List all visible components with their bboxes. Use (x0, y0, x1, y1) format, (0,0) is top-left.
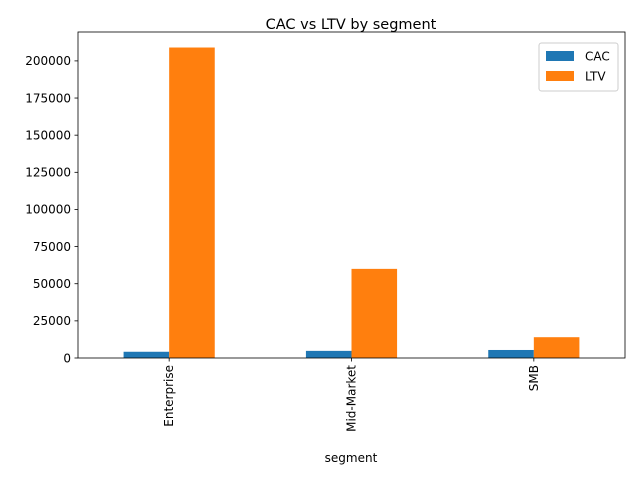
bars (123, 47, 580, 359)
legend-label-ltv: LTV (585, 70, 606, 84)
legend-swatch-ltv (546, 71, 574, 81)
x-tick-label: SMB (527, 365, 541, 391)
bar-ltv-enterprise (169, 47, 215, 359)
bar-cac-mid-market (305, 350, 352, 358)
chart-title: CAC vs LTV by segment (266, 17, 437, 33)
y-tick-label: 175000 (25, 91, 71, 105)
bar-ltv-smb (533, 337, 580, 358)
legend-label-cac: CAC (585, 50, 610, 64)
x-tick-label: Enterprise (162, 365, 176, 427)
y-tick-label: 75000 (33, 240, 71, 254)
y-tick-label: 100000 (25, 203, 71, 217)
bar-cac-enterprise (123, 351, 170, 358)
y-tick-label: 200000 (25, 54, 71, 68)
y-axis: 0 25000 50000 75000 100000 125000 150000 175000… (25, 54, 78, 365)
x-axis: Enterprise Mid-Market SMB (162, 358, 541, 432)
y-tick-label: 0 (63, 351, 71, 365)
legend-swatch-cac (546, 51, 574, 61)
y-tick-label: 25000 (33, 314, 71, 328)
bar-ltv-mid-market (351, 268, 398, 358)
y-tick-label: 150000 (25, 128, 71, 142)
legend: CAC LTV (538, 42, 619, 92)
x-tick-label: Mid-Market (345, 365, 359, 432)
x-axis-label: segment (325, 451, 378, 465)
y-tick-label: 125000 (25, 166, 71, 180)
y-tick-label: 50000 (33, 277, 71, 291)
bar-cac-smb (488, 349, 534, 358)
